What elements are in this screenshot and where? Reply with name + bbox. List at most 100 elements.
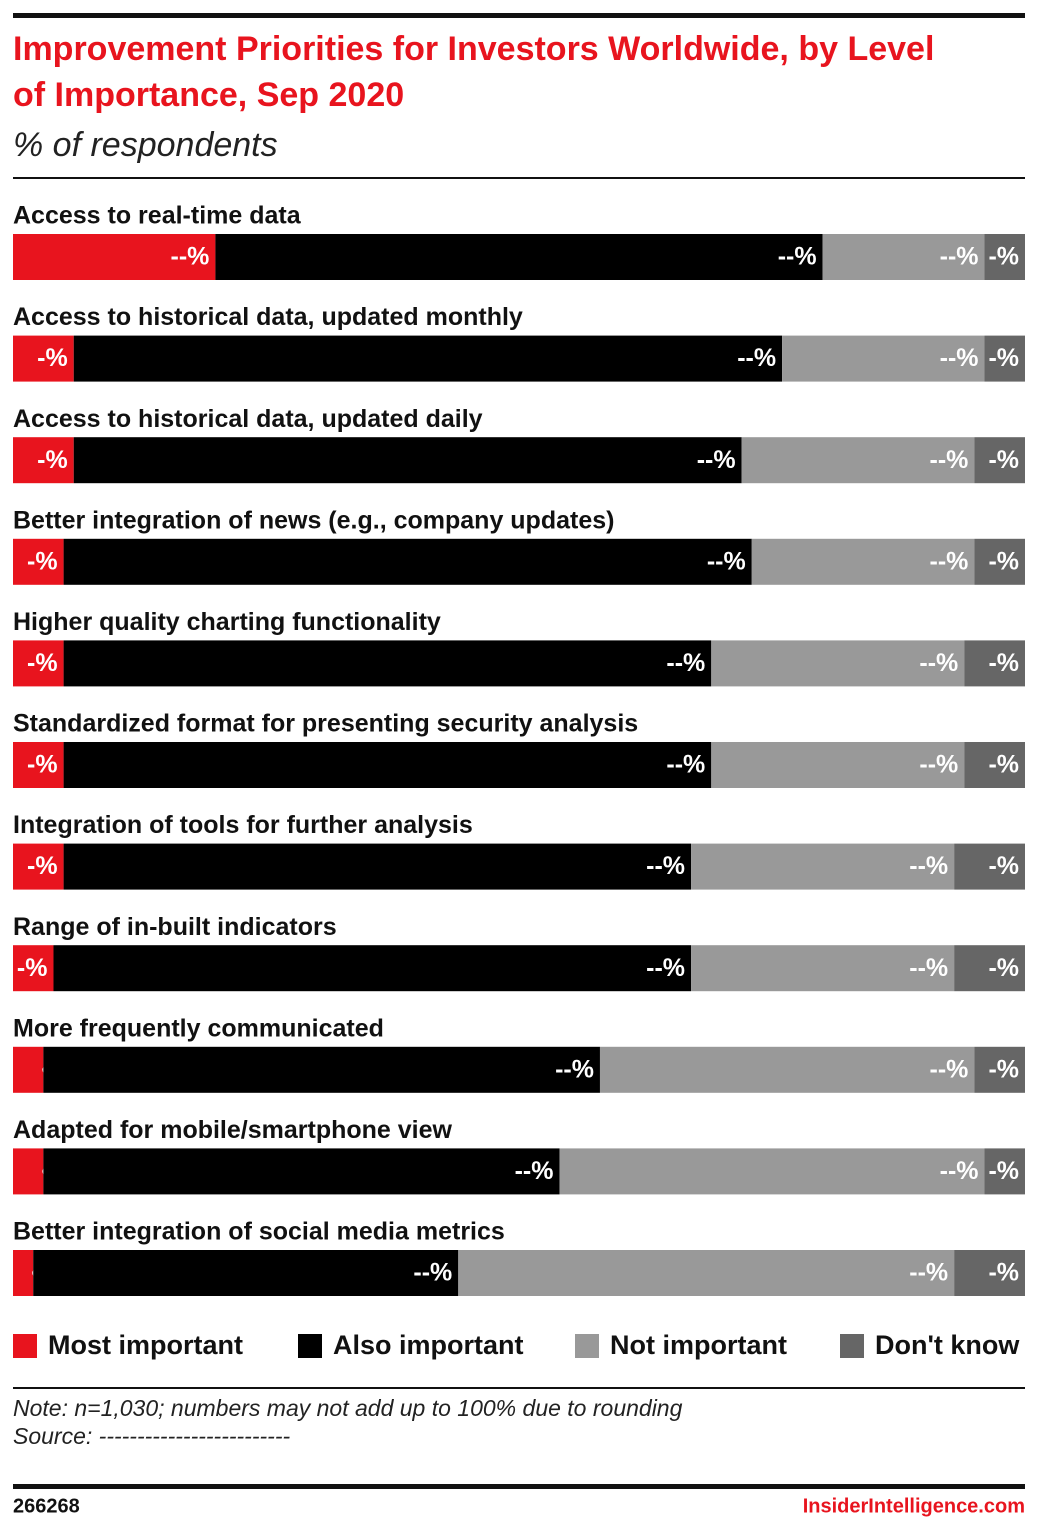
value-label: --% bbox=[707, 547, 746, 575]
category-label: Range of in-built indicators bbox=[13, 913, 337, 941]
category-label: Access to historical data, updated daily bbox=[13, 405, 483, 433]
value-label: --% bbox=[413, 1259, 452, 1287]
value-label: --% bbox=[515, 1157, 554, 1185]
bar-segment bbox=[954, 843, 1025, 890]
legend-swatch bbox=[840, 1334, 864, 1358]
value-label: --% bbox=[555, 1055, 594, 1083]
value-label: --% bbox=[909, 1259, 948, 1287]
bar-segment bbox=[13, 1046, 44, 1093]
legend-swatch bbox=[298, 1334, 322, 1358]
bar-segment bbox=[691, 945, 955, 992]
bar-segment bbox=[13, 234, 216, 280]
category-label: Better integration of news (e.g., compan… bbox=[13, 506, 614, 534]
value-label: --% bbox=[171, 243, 210, 271]
category-label: Better integration of social media metri… bbox=[13, 1218, 505, 1246]
bar-segment bbox=[691, 843, 955, 890]
bar-segment bbox=[43, 1148, 560, 1195]
legend-label: Most important bbox=[48, 1330, 243, 1360]
bar-segment bbox=[13, 945, 54, 992]
bar-segment bbox=[63, 843, 692, 890]
category-label: Integration of tools for further analysi… bbox=[13, 811, 473, 839]
footer-rule bbox=[13, 1484, 1025, 1489]
value-label: --% bbox=[940, 344, 979, 372]
source: Source: ------------------------- bbox=[13, 1423, 290, 1449]
value-label: -% bbox=[27, 547, 58, 575]
value-label: -% bbox=[27, 649, 58, 677]
bar-segment bbox=[822, 234, 985, 280]
value-label: -% bbox=[988, 954, 1019, 982]
value-label: --% bbox=[697, 446, 736, 474]
bar-segment bbox=[13, 538, 64, 585]
legend-label: Don't know bbox=[875, 1330, 1020, 1360]
value-label: -% bbox=[17, 954, 48, 982]
bar-segment bbox=[13, 1250, 34, 1296]
legend-swatch bbox=[575, 1334, 599, 1358]
bar-segment bbox=[33, 1250, 459, 1296]
value-label: --% bbox=[930, 1055, 969, 1083]
bar-segment bbox=[711, 742, 965, 788]
value-label: --% bbox=[778, 243, 817, 271]
bar-segment bbox=[964, 742, 1025, 788]
bar-segment bbox=[984, 234, 1025, 280]
bar-segment bbox=[13, 843, 64, 890]
bar-segment bbox=[458, 1250, 955, 1296]
bar-segment bbox=[43, 1046, 600, 1093]
value-label: --% bbox=[737, 344, 776, 372]
bar-segment bbox=[13, 742, 64, 788]
bar-segment bbox=[53, 945, 692, 992]
bar-segment bbox=[559, 1148, 985, 1195]
bar-segment bbox=[964, 640, 1025, 687]
value-label: --% bbox=[666, 649, 705, 677]
value-label: -% bbox=[988, 751, 1019, 779]
bar-segment bbox=[63, 538, 752, 585]
value-label: -% bbox=[37, 344, 68, 372]
bar-segment bbox=[974, 1046, 1025, 1093]
value-label: -% bbox=[988, 1259, 1019, 1287]
bar-segment bbox=[73, 335, 783, 382]
value-label: -% bbox=[988, 852, 1019, 880]
value-label: --% bbox=[940, 243, 979, 271]
note: Note: n=1,030; numbers may not add up to… bbox=[13, 1395, 683, 1421]
bar-segment bbox=[13, 640, 64, 687]
header-rule bbox=[13, 177, 1025, 179]
value-label: -% bbox=[988, 1055, 1019, 1083]
value-label: -% bbox=[988, 649, 1019, 677]
value-label: -% bbox=[988, 547, 1019, 575]
bar-segment bbox=[974, 437, 1025, 484]
bar-segment bbox=[954, 1250, 1025, 1296]
category-label: Access to real-time data bbox=[13, 202, 302, 230]
value-label: --% bbox=[930, 547, 969, 575]
bar-segment bbox=[13, 1148, 44, 1195]
chart-id: 266268 bbox=[13, 1495, 80, 1517]
bar-segment bbox=[215, 234, 823, 280]
bar-segment bbox=[599, 1046, 975, 1093]
value-label: --% bbox=[930, 446, 969, 474]
value-label: --% bbox=[646, 852, 685, 880]
bar-segment bbox=[13, 437, 74, 484]
value-label: --% bbox=[909, 852, 948, 880]
bar-segment bbox=[782, 335, 985, 382]
category-label: Adapted for mobile/smartphone view bbox=[13, 1116, 453, 1144]
value-label: -% bbox=[988, 243, 1019, 271]
bar-segment bbox=[984, 335, 1025, 382]
bar-segment bbox=[741, 437, 975, 484]
chart-subtitle: % of respondents bbox=[13, 126, 278, 164]
value-label: -% bbox=[988, 1157, 1019, 1185]
bar-segment bbox=[711, 640, 965, 687]
value-label: -% bbox=[27, 852, 58, 880]
bar-segment bbox=[63, 640, 712, 687]
bar-segment bbox=[13, 335, 74, 382]
category-label: Standardized format for presenting secur… bbox=[13, 710, 638, 738]
value-label: -% bbox=[988, 344, 1019, 372]
value-label: --% bbox=[666, 751, 705, 779]
legend-label: Also important bbox=[333, 1330, 524, 1360]
chart-title: Improvement Priorities for Investors Wor… bbox=[13, 30, 935, 114]
value-label: --% bbox=[919, 751, 958, 779]
category-label: Higher quality charting functionality bbox=[13, 608, 441, 636]
value-label: -% bbox=[988, 446, 1019, 474]
value-label: --% bbox=[646, 954, 685, 982]
top-rule bbox=[13, 13, 1025, 18]
value-label: --% bbox=[940, 1157, 979, 1185]
